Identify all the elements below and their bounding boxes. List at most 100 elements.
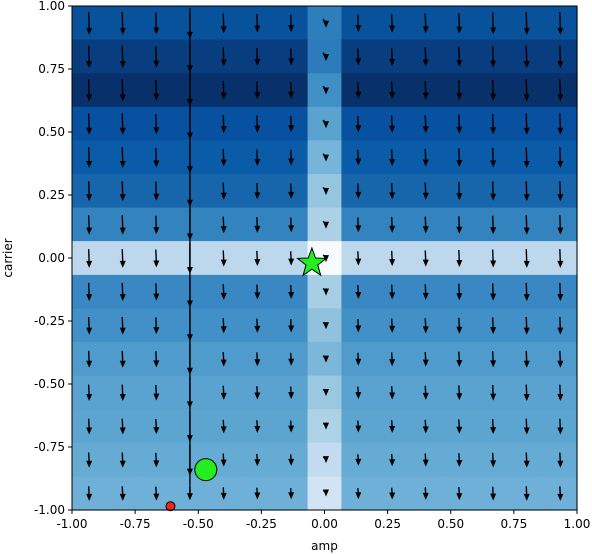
- quiver-arrow: [355, 386, 362, 400]
- quiver-arrow-shaft: [121, 215, 124, 230]
- quiver-arrow-head: [288, 325, 295, 333]
- quiver-arrow: [557, 282, 564, 302]
- quiver-arrow-head: [119, 294, 126, 302]
- quiver-arrow: [490, 283, 497, 301]
- quiver-arrow: [254, 183, 261, 200]
- quiver-arrow: [322, 119, 329, 129]
- quiver-arrow-shaft: [155, 114, 158, 130]
- quiver-arrow-head: [456, 126, 463, 134]
- quiver-arrow: [557, 181, 564, 202]
- quiver-arrow: [389, 250, 396, 267]
- quiver-arrow-head: [422, 459, 429, 467]
- quiver-arrow-head: [422, 59, 429, 67]
- quiver-arrow: [557, 79, 564, 102]
- quiver-arrow: [490, 181, 497, 201]
- quiver-arrow: [456, 80, 463, 101]
- quiver-arrow-head: [220, 292, 227, 300]
- quiver-arrow-head: [153, 493, 160, 501]
- quiver-arrow-shaft: [491, 46, 494, 63]
- quiver-arrow-head: [254, 492, 261, 500]
- quiver-arrow-head: [220, 259, 227, 267]
- quiver-arrow: [557, 45, 564, 69]
- quiver-arrow-head: [523, 294, 530, 302]
- quiver-arrow-head: [288, 125, 295, 133]
- quiver-arrow-shaft: [87, 316, 90, 330]
- quiver-arrow-shaft: [87, 45, 90, 64]
- quiver-arrow-head: [557, 493, 564, 501]
- quiver-arrow-head: [254, 426, 261, 434]
- quiver-arrow-head: [153, 60, 160, 68]
- quiver-arrow-head: [254, 58, 261, 66]
- quiver-arrow: [422, 182, 429, 200]
- quiver-arrow-shaft: [559, 316, 562, 330]
- quiver-arrow-head: [355, 458, 362, 466]
- y-axis-label: carrier: [1, 238, 15, 277]
- quiver-arrow-head: [323, 288, 329, 296]
- chart-markers: [165, 246, 328, 512]
- quiver-arrow-head: [422, 226, 429, 234]
- quiver-arrow-shaft: [559, 249, 562, 263]
- quiver-arrow: [389, 14, 396, 33]
- quiver-arrow-head: [220, 326, 227, 334]
- quiver-arrow-head: [456, 93, 463, 101]
- quiver-arrow: [254, 115, 261, 133]
- quiver-arrow-head: [490, 160, 497, 168]
- y-tick-label: 0.00: [38, 251, 65, 265]
- quiver-arrow: [220, 47, 227, 67]
- quiver-arrow: [288, 116, 295, 133]
- quiver-arrow-head: [220, 426, 227, 434]
- quiver-arrow-head: [119, 127, 126, 135]
- quiver-arrow: [355, 149, 362, 166]
- quiver-arrow-head: [355, 225, 362, 233]
- quiver-arrow: [86, 384, 93, 402]
- quiver-arrow-shaft: [491, 249, 494, 263]
- quiver-arrow-head: [288, 425, 295, 433]
- quiver-arrow-head: [153, 93, 160, 101]
- quiver-arrow-head: [153, 327, 160, 335]
- quiver-arrow-head: [220, 126, 227, 134]
- quiver-arrow: [220, 216, 227, 234]
- quiver-arrow: [490, 215, 497, 235]
- quiver-arrow: [557, 486, 564, 501]
- quiver-arrow: [86, 11, 93, 35]
- quiver-arrow-shaft: [121, 249, 124, 263]
- quiver-arrow: [422, 250, 429, 267]
- quiver-arrow-head: [389, 459, 396, 467]
- quiver-arrow: [220, 81, 227, 100]
- quiver-arrow: [254, 81, 261, 100]
- quiver-arrow: [422, 115, 429, 134]
- quiver-arrow-head: [523, 161, 530, 168]
- quiver-arrow-shaft: [87, 249, 90, 263]
- quiver-arrow: [456, 148, 463, 168]
- quiver-arrow-head: [557, 260, 564, 268]
- quiver-arrow-head: [355, 492, 362, 500]
- quiver-arrow-head: [490, 193, 497, 201]
- quiver-arrow: [456, 182, 463, 201]
- quiver-arrow-shaft: [525, 282, 528, 297]
- quiver-arrow: [422, 13, 429, 34]
- y-tick-label: 1.00: [38, 0, 65, 13]
- quiver-arrow: [389, 183, 396, 200]
- quiver-arrow: [153, 317, 160, 335]
- quiver-arrow-head: [119, 161, 126, 168]
- quiver-arrow: [153, 419, 160, 435]
- quiver-arrow-shaft: [458, 46, 461, 63]
- quiver-arrow: [422, 351, 429, 367]
- quiver-arrow-head: [422, 326, 429, 334]
- y-tick-label: 0.50: [38, 125, 65, 139]
- quiver-arrow: [456, 453, 463, 467]
- quiver-arrow-head: [523, 127, 530, 135]
- quiver-arrow-shaft: [87, 79, 90, 97]
- quiver-arrow: [153, 46, 160, 68]
- quiver-arrow: [119, 418, 126, 435]
- quiver-arrow: [119, 181, 126, 202]
- quiver-arrow-head: [220, 59, 227, 67]
- quiver-arrow: [86, 113, 93, 135]
- quiver-arrow-shaft: [87, 147, 90, 164]
- quiver-arrow: [490, 351, 497, 368]
- quiver-arrow-head: [490, 327, 497, 335]
- quiver-arrow-head: [422, 426, 429, 434]
- quiver-arrow: [119, 79, 126, 102]
- quiver-arrow-head: [288, 492, 295, 500]
